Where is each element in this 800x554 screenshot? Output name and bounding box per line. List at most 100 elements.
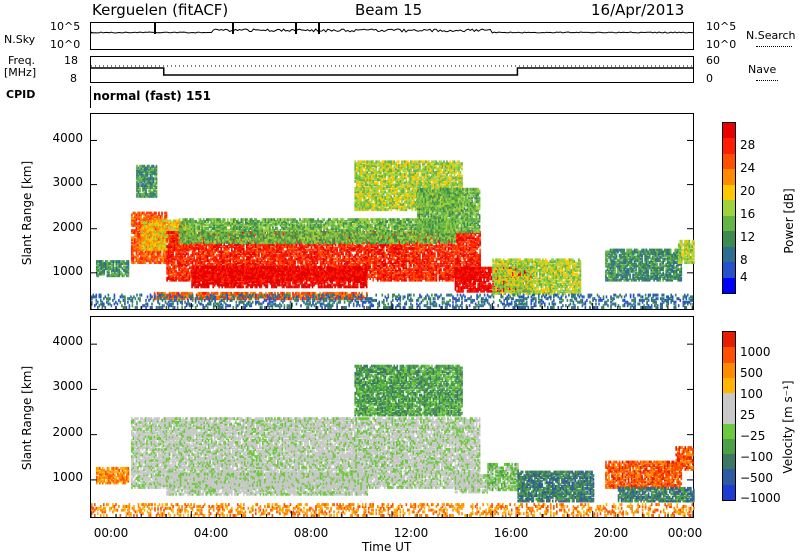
data-cell [113, 273, 115, 276]
data-cell [144, 246, 146, 249]
data-cell [164, 212, 166, 215]
data-cell [141, 239, 143, 242]
data-cell [146, 212, 148, 215]
data-cell [160, 258, 162, 261]
data-cell [177, 259, 179, 262]
data-cell [147, 223, 149, 226]
data-cell [160, 215, 162, 218]
data-cell [114, 260, 116, 263]
data-cell [152, 220, 154, 223]
data-cell [119, 269, 121, 272]
data-cell [146, 221, 148, 224]
data-cell [177, 220, 179, 223]
data-cell [143, 221, 145, 224]
data-cell [166, 250, 168, 253]
data-cell [120, 271, 122, 274]
data-cell [171, 275, 173, 278]
data-cell [140, 261, 142, 264]
data-cell [148, 219, 150, 222]
data-cell [98, 269, 100, 272]
data-cell [161, 256, 163, 259]
data-cell [134, 256, 136, 259]
data-cell [162, 239, 164, 242]
data-cell [152, 241, 154, 244]
data-cell [148, 212, 150, 215]
plot-canvas [0, 0, 800, 554]
data-cell [158, 217, 160, 220]
data-cell [149, 215, 151, 218]
data-cell [143, 252, 145, 255]
data-cell [168, 243, 170, 246]
data-cell [171, 254, 173, 257]
data-cell [96, 265, 98, 268]
data-cell [155, 212, 157, 215]
data-cell [122, 273, 124, 276]
data-cell [131, 213, 133, 216]
data-cell [126, 265, 128, 268]
data-cell [164, 215, 166, 218]
data-cell [161, 212, 163, 215]
data-cell [110, 274, 112, 277]
data-cell [149, 248, 151, 251]
data-cell [169, 266, 171, 269]
data-cell [175, 265, 177, 268]
data-cell [122, 267, 124, 270]
data-cell [134, 245, 136, 248]
data-cell [159, 220, 161, 223]
data-cell [149, 212, 151, 215]
data-cell [143, 237, 145, 240]
data-cell [172, 261, 174, 264]
data-cell [166, 261, 168, 264]
data-cell [143, 227, 145, 230]
data-cell [167, 220, 169, 223]
data-cell [122, 260, 124, 263]
data-cell [123, 269, 125, 272]
data-cell [133, 212, 135, 215]
data-cell [141, 248, 143, 251]
data-cell [137, 258, 139, 261]
data-cell [177, 277, 179, 280]
data-cell [111, 267, 113, 270]
data-cell [98, 260, 100, 263]
data-cell [149, 234, 151, 237]
data-cell [155, 220, 157, 223]
data-cell [168, 231, 170, 234]
data-cell [101, 260, 103, 263]
data-cell [146, 225, 148, 228]
data-cell [123, 274, 125, 277]
data-cell [110, 265, 112, 268]
data-cell [134, 229, 136, 232]
data-cell [141, 227, 143, 230]
data-cell [144, 230, 146, 233]
data-cell [165, 235, 167, 238]
data-cell [169, 275, 171, 278]
data-cell [164, 225, 166, 228]
data-cell [153, 223, 155, 226]
data-cell [145, 254, 147, 257]
data-cell [158, 220, 160, 223]
data-cell [152, 213, 154, 216]
data-cell [117, 274, 119, 277]
data-cell [166, 277, 168, 280]
data-cell [111, 260, 113, 263]
data-cell [144, 237, 146, 240]
data-cell [165, 220, 167, 223]
data-cell [99, 260, 101, 263]
data-cell [169, 235, 171, 238]
data-cell [137, 231, 139, 234]
data-cell [166, 231, 168, 234]
data-cell [139, 245, 141, 248]
data-cell [155, 259, 157, 262]
data-cell [168, 220, 170, 223]
data-cell [154, 212, 156, 215]
data-cell [152, 235, 154, 238]
data-cell [174, 243, 176, 246]
data-cell [104, 262, 106, 265]
data-cell [96, 260, 98, 263]
data-cell [136, 222, 138, 225]
data-cell [145, 213, 147, 216]
data-cell [146, 215, 148, 218]
data-cell [133, 217, 135, 220]
data-cell [119, 260, 121, 263]
data-cell [175, 270, 177, 273]
